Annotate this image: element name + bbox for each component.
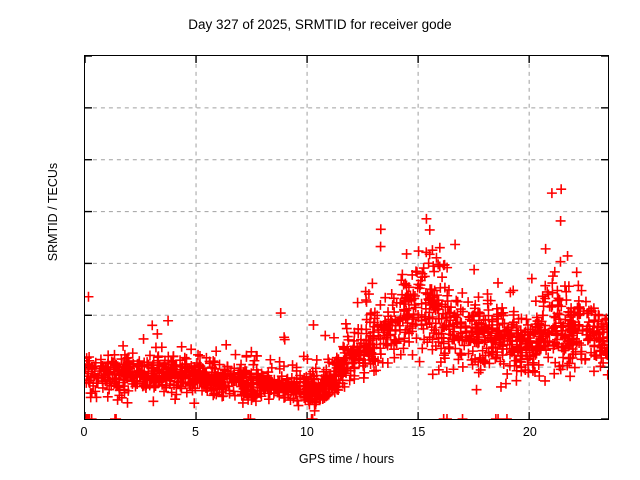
x-axis-label: GPS time / hours (298, 452, 395, 466)
y-axis-label: SRMTID / TECUs (46, 162, 60, 262)
x-tick-label: 20 (522, 425, 537, 439)
x-tick-label: 5 (191, 425, 199, 439)
data-points (85, 184, 608, 419)
grid-lines (85, 56, 608, 419)
plot-area (84, 55, 609, 420)
x-tick-label: 15 (411, 425, 426, 439)
x-tick-label: 10 (299, 425, 314, 439)
axis-ticks (85, 56, 608, 419)
chart-title: Day 327 of 2025, SRMTID for receiver god… (188, 17, 452, 32)
x-tick-label: 0 (80, 425, 88, 439)
